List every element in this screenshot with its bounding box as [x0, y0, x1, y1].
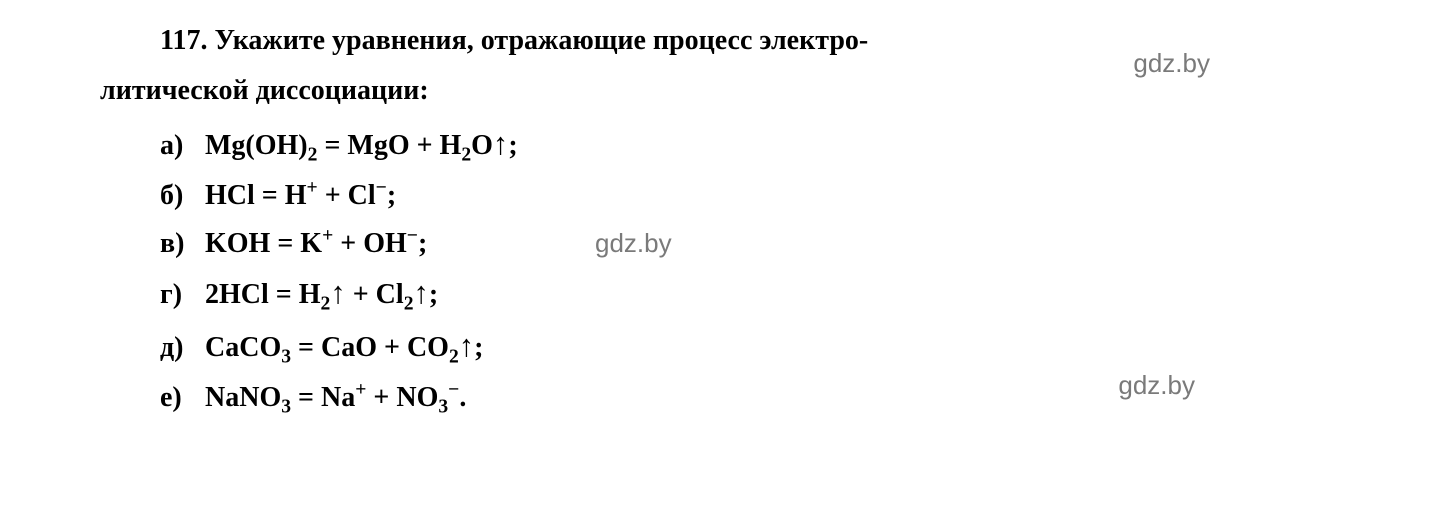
option-b-label: б)	[160, 174, 198, 219]
option-a: а) Mg(OH)2 = MgO + H2O↑;	[160, 120, 1385, 171]
option-c: в) KOH = K+ + OH−;	[160, 221, 1385, 267]
option-f-label: е)	[160, 376, 198, 421]
watermark-1: gdz.by	[1133, 48, 1210, 79]
options-list: а) Mg(OH)2 = MgO + H2O↑; б) HCl = H+ + C…	[160, 120, 1385, 423]
option-a-equation: Mg(OH)2 = MgO + H2O↑;	[205, 130, 518, 161]
option-b: б) HCl = H+ + Cl−;	[160, 173, 1385, 219]
question-text-1: Укажите уравнения, отражающие процесс эл…	[214, 25, 868, 56]
question-number: 117.	[160, 25, 207, 56]
option-c-label: в)	[160, 222, 198, 267]
option-d-equation: 2HCl = H2↑ + Cl2↑;	[205, 279, 438, 310]
watermark-3: gdz.by	[1118, 370, 1195, 401]
option-f-equation: NaNO3 = Na+ + NO3−.	[205, 382, 466, 413]
option-d-label: г)	[160, 273, 198, 318]
option-a-label: а)	[160, 124, 198, 169]
question-text-2: литической диссоциации:	[100, 75, 429, 106]
option-d: г) 2HCl = H2↑ + Cl2↑;	[160, 269, 1385, 320]
option-f: е) NaNO3 = Na+ + NO3−.	[160, 375, 1385, 423]
option-e-label: д)	[160, 326, 198, 371]
option-c-equation: KOH = K+ + OH−;	[205, 228, 427, 259]
watermark-2: gdz.by	[595, 228, 672, 259]
option-e-equation: CaCO3 = CaO + CO2↑;	[205, 332, 483, 363]
option-e: д) CaCO3 = CaO + CO2↑;	[160, 322, 1385, 373]
option-b-equation: HCl = H+ + Cl−;	[205, 180, 396, 211]
